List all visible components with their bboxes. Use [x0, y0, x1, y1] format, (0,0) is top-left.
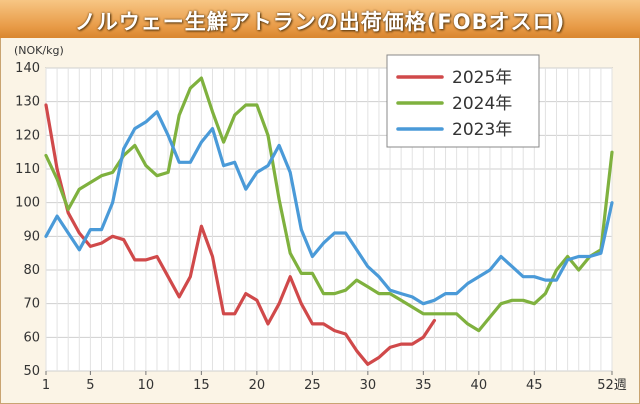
legend-box: [386, 54, 540, 148]
y-tick-label: 70: [23, 297, 40, 312]
x-tick-label: 15: [193, 378, 210, 393]
y-tick-label: 110: [15, 162, 40, 177]
y-tick-label: 90: [23, 229, 40, 244]
y-tick-label: 100: [15, 196, 40, 211]
x-tick-label: 40: [471, 378, 488, 393]
x-tick-label: 30: [360, 378, 377, 393]
x-tick-label: 5: [86, 378, 94, 393]
y-tick-label: 130: [15, 95, 40, 110]
legend-label: 2023年: [452, 120, 512, 140]
title-bar: ノルウェー生鮮アトランの出荷価格(FOBオスロ): [0, 0, 640, 38]
series-line: [44, 110, 614, 306]
x-tick-label: 1: [42, 378, 50, 393]
legend-label: 2025年: [452, 68, 512, 88]
x-tick-label: 20: [249, 378, 266, 393]
legend-label: 2024年: [452, 94, 512, 114]
x-tick-label: 25: [304, 378, 321, 393]
y-tick-label: 120: [15, 128, 40, 143]
x-tick-label: 52週: [597, 378, 627, 393]
series-line: [44, 76, 614, 333]
series-2023年: [44, 110, 614, 306]
series-2025年: [44, 103, 436, 366]
y-tick-label: 60: [23, 330, 40, 345]
chart-title: ノルウェー生鮮アトランの出荷価格(FOBオスロ): [74, 10, 566, 34]
x-tick-label: 35: [415, 378, 432, 393]
y-tick-label: 50: [23, 364, 40, 379]
x-tick-label: 10: [138, 378, 155, 393]
y-axis-unit-label: (NOK/kg): [14, 44, 64, 57]
y-tick-label: 80: [23, 263, 40, 278]
legend: 2025年 2024年 2023年: [386, 54, 540, 148]
series-line: [44, 103, 436, 366]
x-tick-label: 45: [526, 378, 543, 393]
series-2024年: [44, 76, 614, 333]
y-tick-label: 140: [15, 61, 40, 76]
